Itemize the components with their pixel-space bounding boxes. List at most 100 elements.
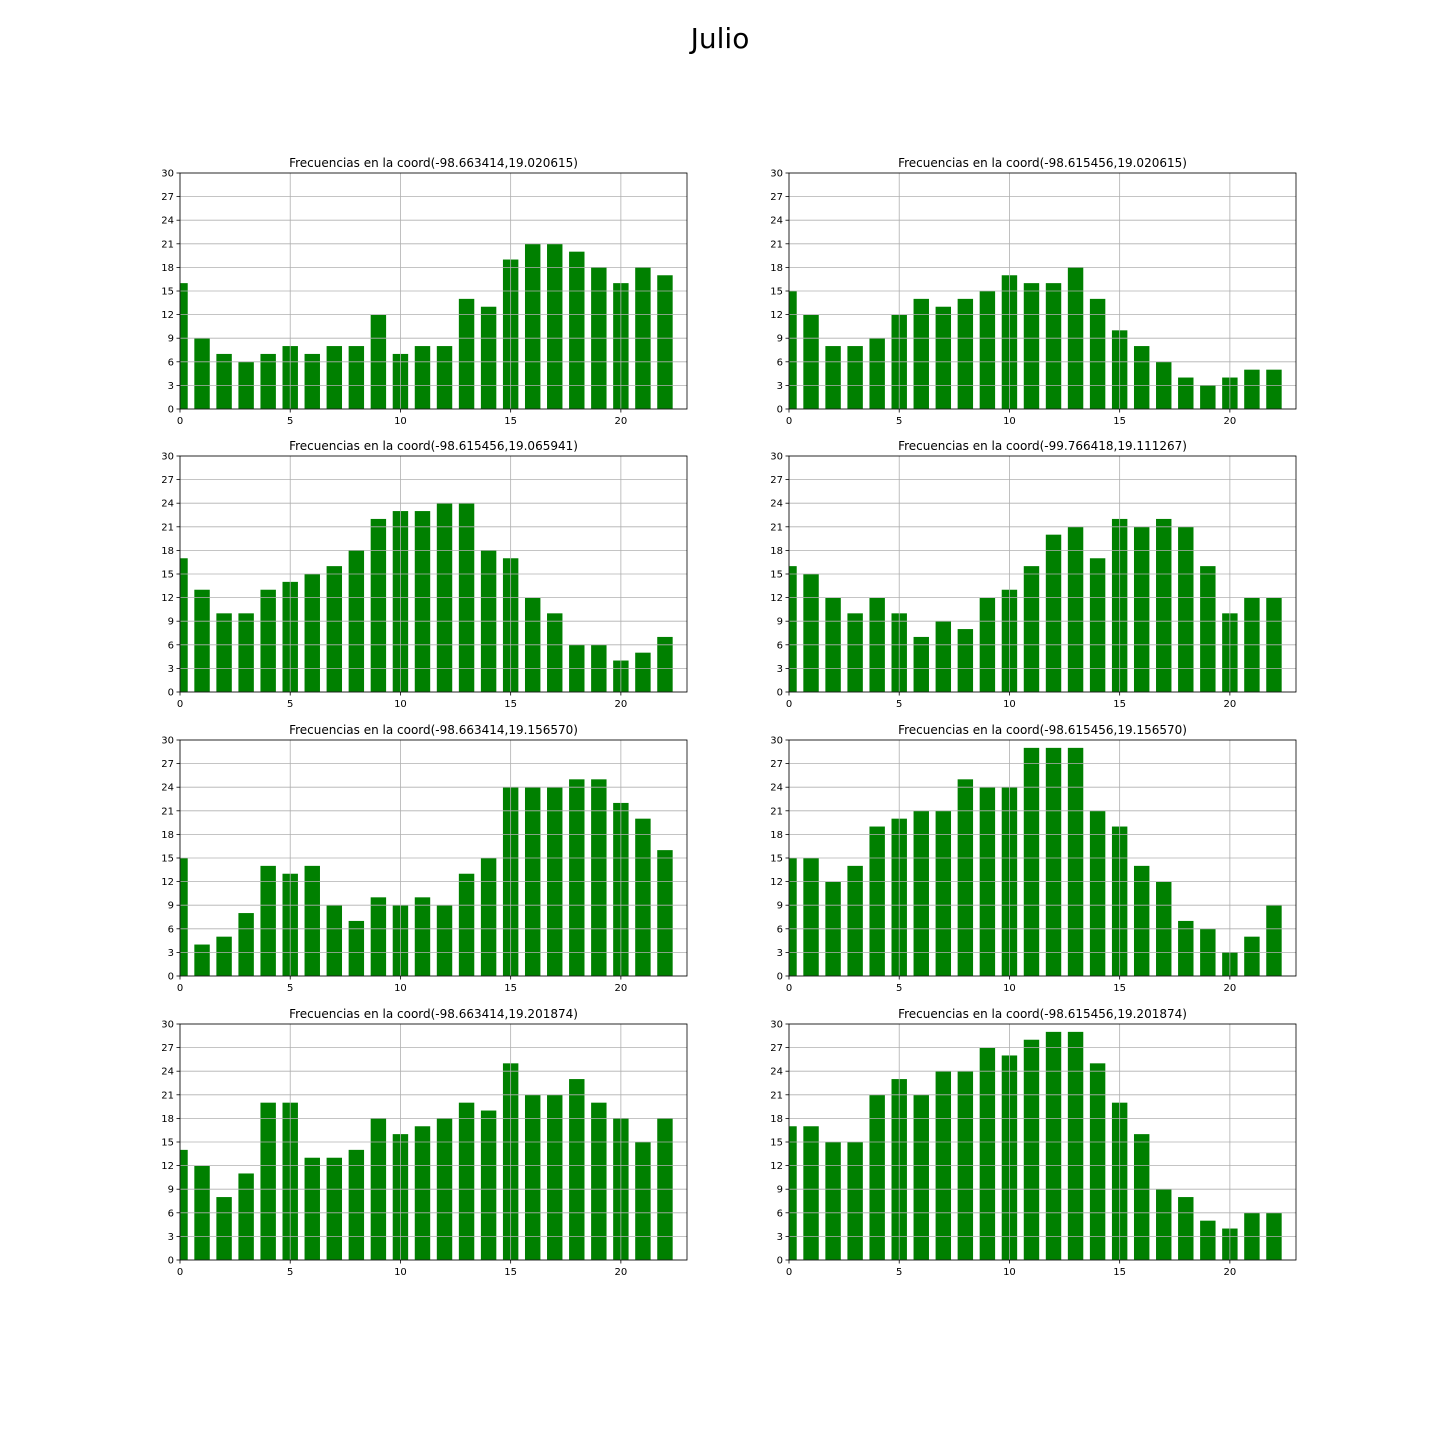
bar [913,298,929,409]
bar [547,1094,563,1260]
bar [1156,1189,1172,1260]
x-tick-label: 10 [394,416,407,427]
y-tick-label: 18 [770,546,783,557]
y-tick-label: 3 [168,664,174,675]
y-tick-label: 0 [168,1256,174,1267]
subplot-title: Frecuencias en la coord(-98.615456,19.15… [898,723,1187,737]
x-tick-label: 5 [896,416,902,427]
y-tick-label: 9 [168,901,174,912]
bar [1133,526,1150,692]
y-tick-label: 27 [161,759,174,770]
y-tick-label: 9 [168,334,174,345]
bar [348,920,365,976]
x-tick-label: 0 [177,983,183,994]
bar [436,905,453,976]
bar [803,858,819,976]
bar [957,629,974,692]
bar [260,353,276,409]
y-tick-label: 21 [161,806,174,817]
y-tick-label: 0 [168,688,174,699]
bar [1266,905,1282,976]
bar [569,779,585,976]
y-tick-label: 30 [161,1020,174,1031]
y-tick-label: 24 [161,216,174,227]
x-tick-label: 0 [177,416,183,427]
bar [869,338,885,409]
y-tick-label: 6 [777,357,783,368]
bar [480,858,497,976]
bar [1067,1031,1084,1260]
x-tick-label: 5 [896,1267,902,1278]
x-tick-label: 15 [504,416,517,427]
bar [1200,566,1216,692]
bar [436,346,453,409]
subplot-title: Frecuencias en la coord(-98.663414,19.15… [289,723,578,737]
subplot-1: Frecuencias en la coord(-98.663414,19.02… [161,156,688,427]
bar [657,850,673,976]
bar [194,338,210,409]
x-tick-label: 0 [786,416,792,427]
x-tick-label: 15 [1113,983,1126,994]
bar [326,905,343,976]
x-tick-label: 20 [1224,699,1237,710]
bar [569,1079,585,1260]
x-tick-label: 5 [287,1267,293,1278]
y-tick-label: 18 [161,1114,174,1125]
y-tick-label: 18 [770,830,783,841]
x-tick-label: 15 [504,699,517,710]
y-tick-label: 12 [161,877,174,888]
bar [957,298,974,409]
x-tick-label: 10 [1003,416,1016,427]
bar [260,589,276,692]
bar [1023,283,1040,409]
y-tick-label: 3 [777,381,783,392]
bar [1023,1039,1040,1260]
y-tick-label: 27 [770,759,783,770]
x-tick-label: 15 [1113,416,1126,427]
bar [803,1126,819,1260]
bar [1200,1220,1216,1260]
y-tick-label: 24 [770,783,783,794]
x-tick-label: 15 [504,983,517,994]
bar [458,298,475,409]
subplot-6: Frecuencias en la coord(-98.615456,19.15… [770,723,1297,994]
y-tick-label: 12 [161,593,174,604]
y-tick-label: 0 [168,405,174,416]
bar [635,652,651,692]
bar [1178,377,1194,409]
bar [370,897,387,976]
bar [591,779,607,976]
subplot-5: Frecuencias en la coord(-98.663414,19.15… [161,723,688,994]
subplot-4: Frecuencias en la coord(-99.766418,19.11… [770,439,1297,710]
y-tick-label: 12 [770,310,783,321]
y-tick-label: 3 [168,381,174,392]
y-tick-label: 15 [770,570,783,581]
bar [1067,526,1084,692]
bar [979,1047,996,1260]
y-tick-label: 30 [161,736,174,747]
bar [1244,936,1260,976]
bar [935,810,952,976]
subplot-title: Frecuencias en la coord(-98.615456,19.20… [898,1007,1187,1021]
x-tick-label: 15 [504,1267,517,1278]
bar [194,944,210,976]
bar [657,275,673,409]
bar [1045,747,1062,976]
bar [414,511,431,692]
x-tick-label: 0 [177,1267,183,1278]
bar [1133,865,1150,976]
bar [1067,747,1084,976]
bar [789,1126,797,1260]
y-tick-label: 30 [161,169,174,180]
x-tick-label: 0 [177,699,183,710]
bar [935,306,952,409]
bar [260,865,276,976]
y-tick-label: 30 [770,169,783,180]
bar [1045,283,1062,409]
bar [414,346,431,409]
subplot-8: Frecuencias en la coord(-98.615456,19.20… [770,1007,1297,1278]
y-tick-label: 18 [161,263,174,274]
y-tick-label: 24 [770,499,783,510]
x-tick-label: 20 [615,983,628,994]
y-tick-label: 30 [770,452,783,463]
